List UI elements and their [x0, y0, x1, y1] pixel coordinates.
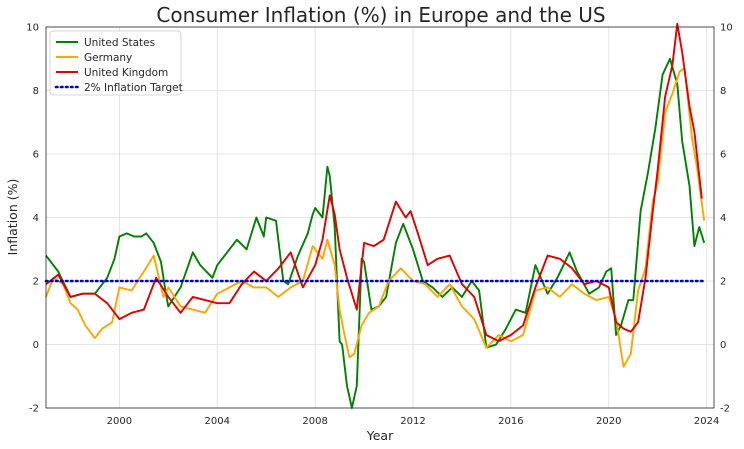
plot-frame	[45, 26, 715, 409]
y-tick-label-left: 0	[33, 340, 39, 351]
legend-label: United Kingdom	[84, 67, 168, 79]
y-tick-label-right: 8	[720, 86, 726, 97]
y-axis-label: Inflation (%)	[5, 179, 20, 256]
y-tick-label-left: 8	[33, 86, 39, 97]
x-tick-labels: 2000 2004 2008 2012 2016 2020 2024	[107, 416, 720, 427]
y-tick-label-right: -2	[720, 404, 730, 415]
series-lines	[44, 22, 706, 409]
y-tick-label-left: -2	[29, 404, 39, 415]
x-tick-label: 2020	[596, 416, 621, 427]
y-tick-label-right: 2	[720, 277, 726, 288]
x-tick-label: 2024	[694, 416, 719, 427]
y-tick-label-left: 4	[33, 213, 39, 224]
y-tick-label-left: 6	[33, 150, 39, 161]
y-tick-label-left: 10	[26, 23, 39, 34]
y-tick-label-right: 0	[720, 340, 726, 351]
y-tick-labels-left: -2 0 2 4 6 8 10	[26, 23, 39, 415]
x-tick-label: 2012	[400, 416, 425, 427]
x-tick-label: 2016	[498, 416, 523, 427]
x-tick-label: 2008	[302, 416, 327, 427]
y-tick-label-left: 2	[33, 277, 39, 288]
y-tick-label-right: 10	[720, 23, 733, 34]
y-tick-label-right: 6	[720, 150, 726, 161]
chart-title: Consumer Inflation (%) in Europe and the…	[156, 3, 605, 27]
x-tick-label: 2000	[107, 416, 132, 427]
series-line-germany	[45, 67, 706, 368]
y-tick-label-right: 4	[720, 213, 726, 224]
series-line-united-kingdom	[45, 22, 703, 343]
legend: United States Germany United Kingdom 2% Inf…	[49, 30, 183, 96]
legend-label: Germany	[84, 52, 132, 64]
legend-label: United States	[84, 37, 155, 49]
legend-label: 2% Inflation Target	[84, 82, 183, 94]
x-axis-label: Year	[366, 428, 394, 443]
legend-box	[49, 30, 182, 96]
y-tick-labels-right: -2 0 2 4 6 8 10	[720, 23, 733, 415]
x-tick-label: 2004	[205, 416, 230, 427]
